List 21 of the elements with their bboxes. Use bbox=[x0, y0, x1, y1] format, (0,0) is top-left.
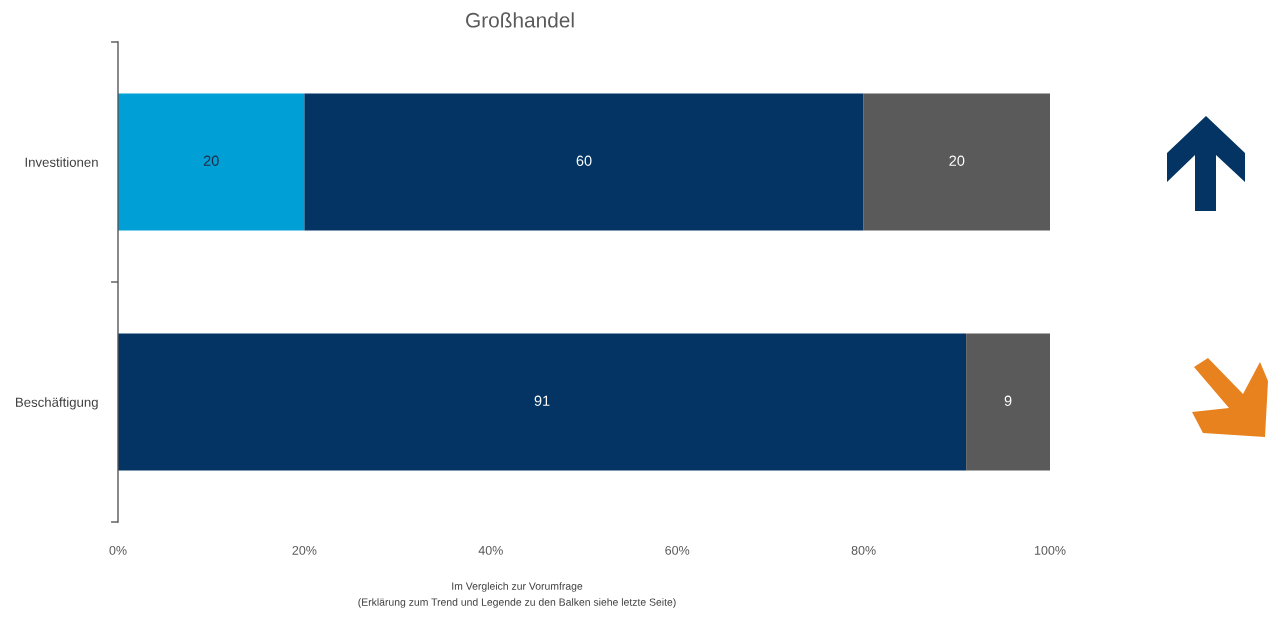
x-tick-label: 40% bbox=[478, 545, 503, 555]
x-tick-label: 60% bbox=[665, 545, 690, 555]
bar bbox=[966, 333, 1050, 471]
text: (Erklärung zum Trend und Legende zu den Balken siehe letzte Seite) bbox=[358, 598, 676, 608]
bar bbox=[118, 93, 305, 231]
y-tick-label: Investitionen bbox=[25, 157, 98, 167]
bar bbox=[118, 333, 967, 471]
y-tick-label: Beschäftigung bbox=[16, 397, 98, 410]
data-label: 91 bbox=[534, 395, 550, 406]
data-label: 9 bbox=[1004, 395, 1012, 406]
data-label: 60 bbox=[576, 155, 592, 166]
x-tick-label: 20% bbox=[292, 545, 317, 555]
x-tick-label: 0% bbox=[109, 545, 127, 555]
data-label: 20 bbox=[949, 155, 965, 166]
data-label: 20 bbox=[203, 155, 219, 166]
bar bbox=[863, 93, 1050, 231]
x-tick-label: 100% bbox=[1034, 545, 1066, 555]
x-tick-label: 80% bbox=[851, 545, 876, 555]
text: Im Vergleich zur Vorumfrage bbox=[452, 582, 583, 592]
bar bbox=[304, 93, 864, 231]
chart-title: Großhandel bbox=[466, 12, 574, 28]
